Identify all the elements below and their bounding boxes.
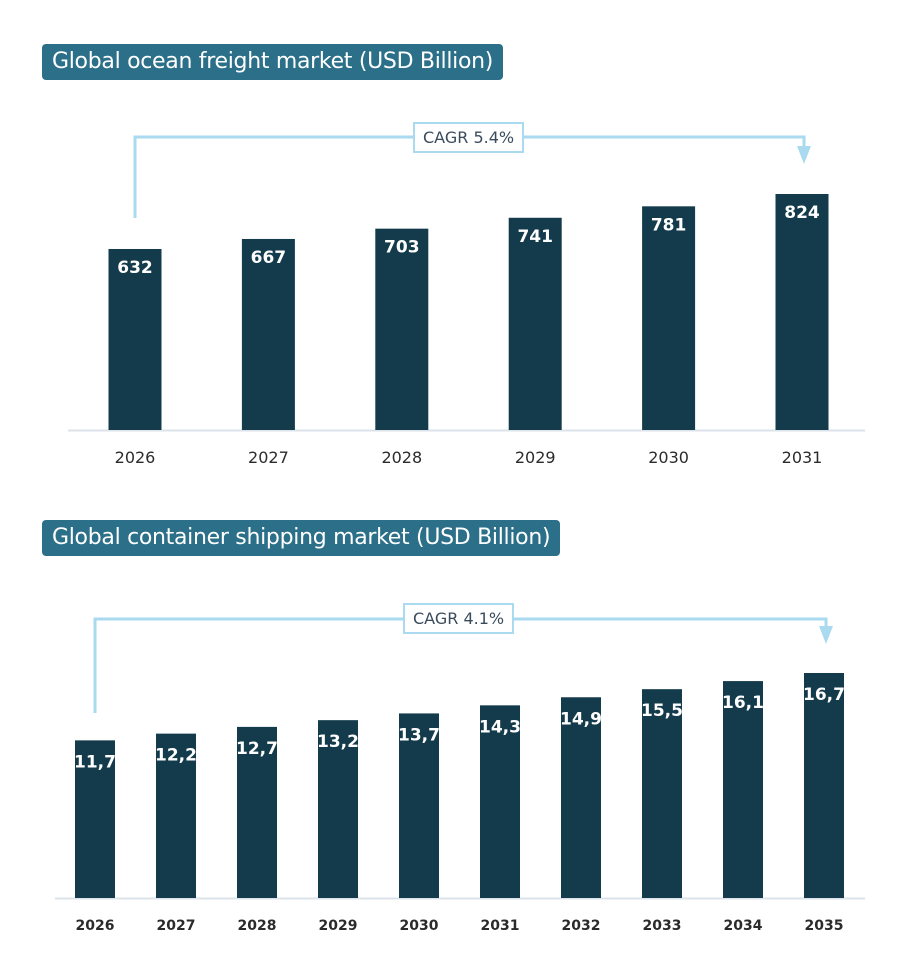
- chart-2-value-label: 15,5: [641, 701, 683, 721]
- chart-1-tick-label: 2028: [381, 448, 422, 467]
- chart-2-cagr-label: CAGR 4.1%: [403, 603, 515, 634]
- chart-2-tick-label: 2028: [238, 918, 277, 934]
- chart-2-tick-label: 2033: [643, 918, 682, 934]
- chart-2-value-label: 13,7: [398, 725, 440, 745]
- chart-2-bar-2028: [237, 726, 277, 898]
- chart-2-value-label: 12,2: [155, 746, 197, 766]
- chart-2-value-label: 16,1: [722, 693, 764, 713]
- chart-1-tick-label: 2027: [248, 448, 289, 467]
- chart-2-tick-label: 2029: [319, 918, 358, 934]
- chart-2-tick-label: 2031: [481, 918, 520, 934]
- chart-1-bar-2029: [508, 217, 562, 430]
- chart-1-bar-2031: [775, 194, 829, 430]
- chart-1-cagr-label: CAGR 5.4%: [413, 122, 525, 153]
- chart-2-bar-2030: [399, 713, 439, 898]
- chart-1-value-label: 703: [384, 238, 420, 258]
- chart-2-bar-2029: [318, 720, 358, 898]
- chart-2-tick-label: 2027: [157, 918, 196, 934]
- chart-1-tick-label: 2026: [115, 448, 156, 467]
- chart-1-title: Global ocean freight market (USD Billion…: [42, 44, 504, 80]
- chart-1-bar-2026: [108, 248, 162, 430]
- chart-2-value-label: 16,7: [803, 685, 845, 705]
- chart-2-tick-label: 2035: [805, 918, 844, 934]
- chart-2-title: Global container shipping market (USD Bi…: [42, 520, 561, 556]
- chart-2-tick-label: 2026: [76, 918, 115, 934]
- chart-1-tick-label: 2029: [515, 448, 556, 467]
- chart-2-value-label: 11,7: [74, 752, 116, 772]
- chart-2-tick-label: 2030: [400, 918, 439, 934]
- chart-2-tick-label: 2034: [724, 918, 763, 934]
- chart-1-tick-label: 2030: [648, 448, 689, 467]
- chart-1-tick-label: 2031: [782, 448, 823, 467]
- chart-2-value-label: 12,7: [236, 739, 278, 759]
- chart-2-tick-label: 2032: [562, 918, 601, 934]
- chart-1-value-label: 632: [117, 258, 153, 278]
- chart-1-value-label: 824: [784, 203, 820, 223]
- chart-2-bar-2026: [75, 740, 115, 898]
- chart-2-bar-2033: [642, 689, 682, 898]
- chart-2-cagr-arrow-icon: [819, 626, 833, 644]
- chart-2-bar-2032: [561, 697, 601, 898]
- chart-2-value-label: 14,3: [479, 717, 521, 737]
- chart-2-value-label: 14,9: [560, 709, 602, 729]
- chart-1-value-label: 667: [251, 248, 287, 268]
- chart-2-bar-2027: [156, 733, 196, 898]
- chart-1-value-label: 781: [651, 215, 687, 235]
- chart-2-value-label: 13,2: [317, 732, 359, 752]
- chart-1-bar-2030: [642, 206, 696, 430]
- chart-2-bar-2031: [480, 705, 520, 898]
- chart-1-bar-2027: [241, 238, 295, 430]
- chart-2-bar-2035: [804, 673, 844, 898]
- chart-1-cagr-arrow-icon: [797, 146, 811, 164]
- chart-2-bar-2034: [723, 681, 763, 898]
- chart-1-bar-2028: [375, 228, 429, 430]
- chart-1-value-label: 741: [517, 227, 553, 247]
